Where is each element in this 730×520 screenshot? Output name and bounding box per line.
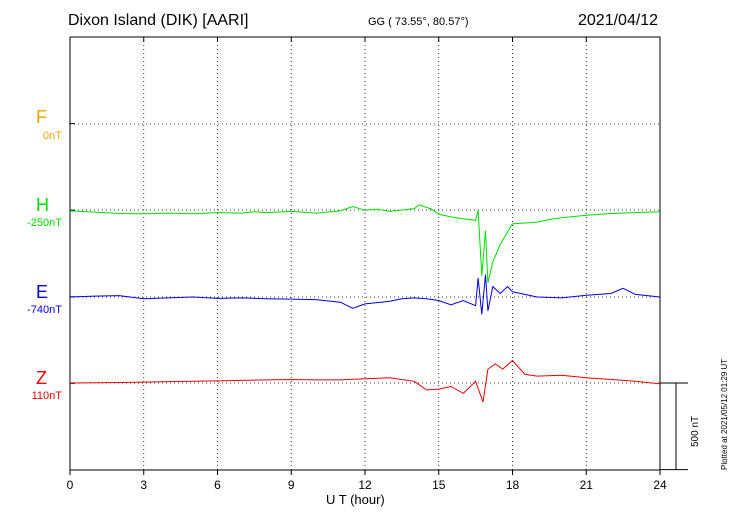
geographic-coordinates: GG ( 73.55°, 80.57°) xyxy=(368,16,469,28)
series-line-e xyxy=(69,274,661,315)
x-tick-label: 9 xyxy=(288,478,295,492)
scale-bar-label: 500 nT xyxy=(690,415,701,447)
x-tick-label: 3 xyxy=(140,478,147,492)
x-tick-label: 12 xyxy=(358,478,372,492)
x-tick-label: 15 xyxy=(432,478,446,492)
channel-offset-h: -250nT xyxy=(27,217,62,229)
x-tick-label: 21 xyxy=(580,478,594,492)
channel-label-h: H xyxy=(36,195,49,215)
station-title: Dixon Island (DIK) [AARI] xyxy=(68,12,249,29)
plot-date: 2021/04/12 xyxy=(578,12,659,29)
x-tick-label: 18 xyxy=(506,478,520,492)
channel-offset-z: 110nT xyxy=(31,390,62,402)
series-line-z xyxy=(69,359,661,403)
x-tick-label: 0 xyxy=(67,478,74,492)
channel-offset-f: 0nT xyxy=(43,130,62,142)
plotted-timestamp: Plotted at 2021/05/12 01:29 UT xyxy=(720,358,729,470)
channel-label-z: Z xyxy=(36,368,47,388)
series-line-h xyxy=(69,204,661,283)
x-tick-label: 6 xyxy=(214,478,221,492)
x-tick-label: 24 xyxy=(653,478,667,492)
channel-offset-e: -740nT xyxy=(27,304,62,316)
channel-label-e: E xyxy=(36,282,49,302)
x-axis-label: U T (hour) xyxy=(326,492,385,507)
channel-label-f: F xyxy=(36,107,47,127)
